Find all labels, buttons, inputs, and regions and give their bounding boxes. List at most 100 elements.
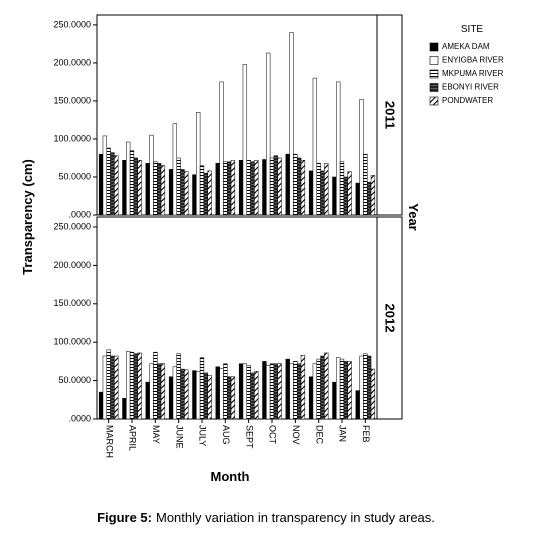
bar [223,161,228,216]
bar [296,157,302,216]
bar [199,165,205,216]
bar [176,157,181,216]
bar [296,363,302,420]
legend-label: EBONYI RIVER [442,83,499,92]
legend-swatch [429,56,439,65]
bar [250,372,255,420]
bar [277,363,282,420]
bar [145,381,150,420]
legend-label: ENYIGBA RIVER [442,56,504,65]
bar [114,155,119,216]
legend-swatch [429,83,439,92]
bar [149,134,154,216]
bar [230,159,236,216]
bar [160,165,166,216]
bar [168,376,174,420]
bar [266,364,271,420]
bar [172,366,178,420]
bar [308,170,314,216]
bar [254,159,259,216]
bar [223,363,228,420]
bar [153,161,158,216]
x-tick-label: MARCH [104,425,114,458]
bar [312,77,318,216]
bar [203,372,208,420]
bar [363,353,368,420]
y-tick-label: 200.0000 [53,260,91,270]
bar [355,182,360,216]
bar [110,152,115,216]
legend-label: AMEKA DAM [442,42,490,51]
bar [219,81,224,216]
bar [145,163,150,216]
y-tick-label: 50.0000 [58,171,91,181]
caption-label: Figure 5: [97,510,152,525]
bar [320,355,325,420]
bar [133,353,138,420]
bar [176,353,181,420]
legend-swatch [429,42,439,52]
bar [285,153,290,216]
bar [366,182,372,216]
bar [215,163,220,216]
bar [273,155,278,216]
panel-label: 2012 [383,304,398,333]
bar [242,363,248,420]
bar [355,390,360,420]
bar [180,169,185,216]
bar [180,368,185,420]
x-tick-label: SEPT [244,425,254,449]
bar [273,363,278,420]
legend-swatch [429,69,439,79]
bar [324,163,329,216]
bar [226,376,232,420]
bar [106,147,111,216]
bar [347,171,352,216]
bar [339,358,345,420]
bar [110,355,115,420]
bar [207,170,212,216]
bar [347,361,352,420]
bar [102,135,108,216]
bar [133,157,138,216]
y-tick-label: 50.0000 [58,375,91,385]
bar [192,174,197,216]
bar [199,357,205,420]
bar [316,358,321,420]
facet-title: Year [406,203,421,230]
bar [293,153,298,216]
bar [168,169,174,216]
x-tick-label: DEC [314,425,324,445]
y-tick-label: 100.0000 [53,133,91,143]
legend-swatch [429,96,439,106]
bar [343,361,348,420]
bar [122,398,127,420]
bar [370,368,376,420]
y-tick-label: 150.0000 [53,95,91,105]
x-tick-label: NOV [291,425,301,445]
y-axis-title: Transparency (cm) [20,159,35,275]
y-tick-label: .0000 [68,209,91,219]
x-tick-label: MAY [151,425,161,444]
x-tick-label: OCT [268,425,278,445]
x-tick-label: JULY [198,425,208,446]
bar [262,159,267,216]
bar [129,351,135,420]
bar [219,368,224,420]
y-tick-label: 150.0000 [53,298,91,308]
y-tick-label: .0000 [68,413,91,423]
bar [370,175,376,216]
bar [98,391,104,420]
legend-title: SITE [461,24,484,35]
bar [207,374,212,420]
x-axis-title: Month [211,469,250,484]
bar [336,357,341,420]
bar [137,352,142,420]
bar [250,161,255,216]
bar [215,366,220,420]
bar [262,361,267,420]
legend-label: PONDWATER [442,96,493,105]
bar [153,351,158,420]
bar [277,157,282,216]
